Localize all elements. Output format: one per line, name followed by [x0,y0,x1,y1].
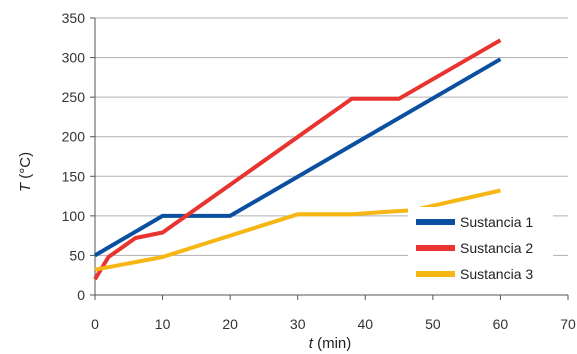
y-tick-label-250: 250 [62,89,86,105]
series-line-1 [93,57,502,258]
y-axis-label: T (°C) [17,152,34,192]
x-tick-label-60: 60 [493,316,509,332]
y-tick-label-100: 100 [62,208,86,224]
tick-labels: 0 50 100 150 200 250 300 350 0 10 20 30 40 50 60 70 [62,10,576,332]
legend-label-3: Sustancia 3 [460,266,533,282]
x-tick-label-20: 20 [222,316,238,332]
y-tick-label-200: 200 [62,129,86,145]
x-tick-label-30: 30 [290,316,306,332]
legend-label-1: Sustancia 1 [460,214,533,230]
y-tick-label-0: 0 [77,287,85,303]
y-tick-label-50: 50 [69,247,85,263]
x-tick-label-0: 0 [91,316,99,332]
y-tick-label-350: 350 [62,10,86,26]
axes [90,17,569,300]
x-tick-label-70: 70 [560,316,576,332]
x-axis-label: t (min) [309,335,352,352]
y-tick-label-150: 150 [62,168,86,184]
legend-label-2: Sustancia 2 [460,240,533,256]
x-tick-label-10: 10 [155,316,171,332]
x-tick-label-40: 40 [357,316,373,332]
legend: Sustancia 1 Sustancia 2 Sustancia 3 [408,207,553,291]
y-tick-label-300: 300 [62,50,86,66]
x-tick-label-50: 50 [425,316,441,332]
series-line-2 [93,38,502,281]
